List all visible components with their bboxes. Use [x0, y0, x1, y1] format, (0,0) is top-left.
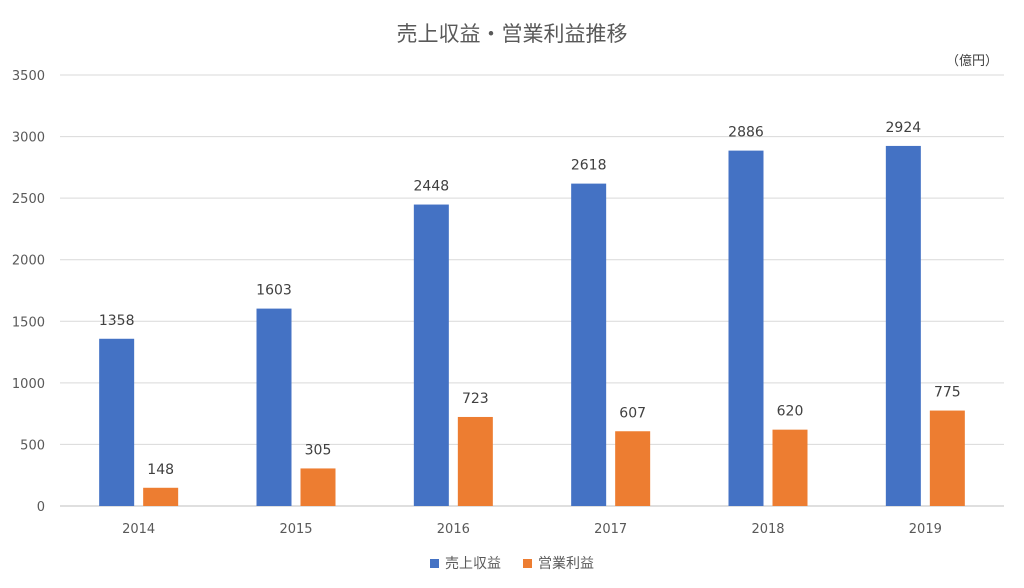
data-label-revenue: 2886 [728, 125, 764, 141]
bar-revenue [99, 338, 135, 506]
x-tick-label: 2016 [437, 522, 470, 537]
y-tick-label: 1500 [12, 315, 45, 330]
bar-operating-profit [772, 429, 808, 506]
y-tick-label: 500 [20, 438, 45, 453]
data-label-operating-profit: 305 [305, 442, 332, 458]
y-tick-label: 3000 [12, 131, 45, 146]
bar-operating-profit [143, 487, 179, 506]
y-tick-label: 2000 [12, 254, 45, 269]
bar-revenue [571, 183, 607, 506]
legend-swatch-revenue [430, 558, 439, 568]
legend-label-operating-profit: 営業利益 [538, 556, 594, 572]
data-label-revenue: 2618 [571, 158, 607, 174]
legend-item-operating-profit: 営業利益 [523, 553, 594, 573]
bar-operating-profit [457, 416, 493, 506]
bar-operating-profit [615, 431, 651, 506]
y-tick-label: 3500 [12, 69, 45, 84]
bar-operating-profit [300, 468, 336, 506]
bar-operating-profit [929, 410, 965, 506]
bar-revenue [256, 308, 292, 506]
legend-swatch-operating-profit [523, 558, 532, 568]
data-label-revenue: 2924 [886, 120, 922, 136]
data-label-operating-profit: 148 [147, 462, 174, 478]
bar-revenue [413, 204, 449, 507]
data-label-operating-profit: 775 [934, 385, 961, 401]
data-label-operating-profit: 620 [777, 404, 804, 420]
unit-label: （億円） [945, 54, 998, 69]
legend-label-revenue: 売上収益 [445, 556, 501, 572]
x-tick-label: 2015 [279, 522, 312, 537]
data-label-revenue: 1358 [99, 313, 135, 329]
chart-title: 売上収益・営業利益推移 [396, 22, 628, 46]
x-tick-label: 2018 [751, 522, 784, 537]
data-label-revenue: 2448 [414, 179, 450, 195]
y-tick-label: 1000 [12, 377, 45, 392]
x-tick-label: 2014 [122, 522, 155, 537]
data-label-revenue: 1603 [256, 283, 292, 299]
legend-item-revenue: 売上収益 [430, 553, 501, 573]
legend: 売上収益 営業利益 [0, 553, 1024, 573]
bar-revenue [728, 150, 764, 506]
data-label-operating-profit: 723 [462, 391, 489, 407]
x-tick-label: 2019 [909, 522, 942, 537]
data-label-operating-profit: 607 [619, 405, 646, 421]
y-tick-label: 0 [37, 500, 45, 515]
x-tick-label: 2017 [594, 522, 627, 537]
bar-revenue [885, 145, 921, 506]
y-tick-label: 2500 [12, 192, 45, 207]
